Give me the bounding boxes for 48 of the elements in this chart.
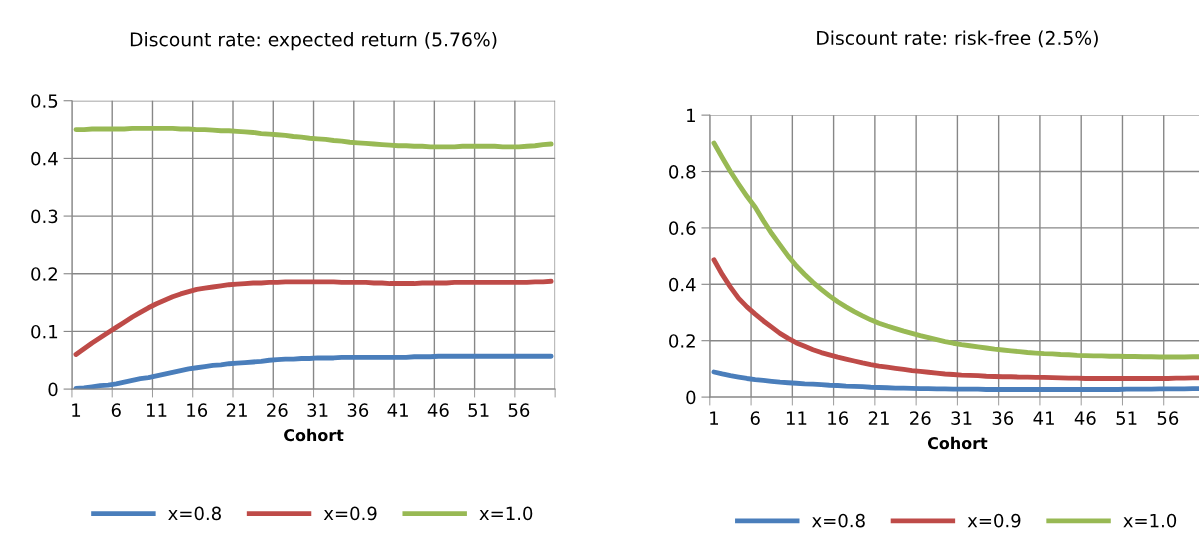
x-tick-label: 36: [347, 403, 369, 417]
line-series: [73, 125, 554, 150]
x-axis-title: Cohort: [284, 428, 344, 442]
x-tick-label: 26: [267, 403, 288, 417]
x-tick-label: 46: [1074, 411, 1096, 425]
legend-label: x=0.8: [812, 513, 865, 528]
y-tick-label: 0.1: [31, 324, 58, 339]
x-tick-label: 56: [1157, 411, 1179, 425]
x-tick-label: 21: [868, 411, 889, 425]
x-tick-label: 51: [1116, 411, 1137, 425]
y-tick-label: 0.4: [669, 277, 696, 292]
y-tick-label: 0.5: [31, 94, 58, 108]
y-tick-label: 0.2: [31, 267, 57, 281]
x-tick-label: 41: [1033, 411, 1054, 425]
y-tick-label: 0.6: [669, 221, 696, 236]
x-tick-label: 51: [468, 403, 489, 417]
legend-label: x=0.9: [323, 506, 377, 521]
legend-label: x=0.9: [967, 513, 1021, 528]
y-tick-label: 0.2: [669, 334, 695, 348]
x-tick-label: 6: [111, 403, 121, 417]
y-tick-label: 0.4: [31, 151, 58, 166]
y-tick-label: 0.8: [669, 164, 696, 179]
x-axis-title: Cohort: [927, 436, 988, 450]
x-tick-label: 46: [427, 403, 449, 417]
y-tick-label: 1: [687, 108, 695, 122]
chart-title: Discount rate: risk-free (2.5%): [817, 30, 1098, 48]
y-tick-label: 0.3: [31, 209, 58, 224]
x-tick-label: 26: [910, 411, 931, 425]
legend-label: x=1.0: [479, 506, 533, 521]
x-tick-label: 31: [951, 411, 972, 425]
legend-label: x=1.0: [1123, 513, 1177, 528]
x-tick-label: 21: [226, 403, 247, 417]
x-tick-label: 1: [72, 403, 81, 417]
x-tick-label: 56: [508, 403, 530, 417]
x-tick-label: 36: [992, 411, 1014, 425]
x-tick-label: 6: [750, 411, 760, 425]
x-tick-label: 31: [307, 403, 328, 417]
x-tick-label: 11: [146, 403, 167, 417]
line-series: [711, 369, 1199, 392]
x-tick-label: 1: [710, 411, 719, 425]
x-tick-label: 41: [387, 403, 408, 417]
y-tick-label: 0: [686, 390, 696, 405]
y-tick-label: 0: [48, 382, 58, 397]
x-tick-label: 16: [828, 411, 849, 425]
x-tick-label: 11: [786, 411, 807, 425]
legend-label: x=0.8: [168, 506, 221, 521]
x-tick-label: 16: [187, 403, 208, 417]
chart-title: Discount rate: expected return (5.76%): [130, 32, 497, 51]
